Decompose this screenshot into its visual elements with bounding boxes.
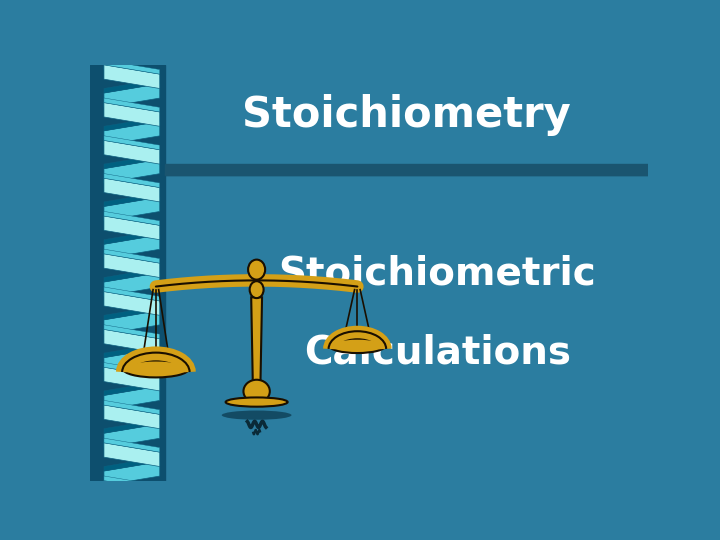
Polygon shape: [104, 98, 160, 112]
Ellipse shape: [222, 410, 292, 420]
Ellipse shape: [123, 361, 189, 377]
Polygon shape: [104, 84, 160, 107]
Polygon shape: [104, 348, 160, 372]
Polygon shape: [104, 249, 160, 263]
Polygon shape: [104, 273, 160, 296]
Polygon shape: [104, 495, 160, 509]
Polygon shape: [104, 443, 160, 467]
Polygon shape: [104, 140, 160, 164]
Polygon shape: [104, 173, 160, 187]
Polygon shape: [104, 381, 160, 395]
Polygon shape: [104, 254, 160, 278]
Text: Stoichiometric: Stoichiometric: [279, 255, 596, 293]
Polygon shape: [104, 230, 160, 244]
Ellipse shape: [243, 380, 270, 403]
Polygon shape: [104, 136, 160, 150]
Polygon shape: [104, 310, 160, 334]
Bar: [165, 173, 648, 176]
Polygon shape: [104, 159, 160, 183]
Polygon shape: [104, 65, 160, 89]
Polygon shape: [104, 362, 160, 376]
Polygon shape: [104, 122, 160, 145]
Polygon shape: [104, 46, 160, 70]
Polygon shape: [104, 22, 160, 36]
Text: Calculations: Calculations: [304, 334, 571, 372]
Polygon shape: [104, 292, 160, 315]
Polygon shape: [104, 424, 160, 448]
Polygon shape: [104, 462, 160, 485]
Ellipse shape: [250, 281, 264, 298]
Polygon shape: [104, 405, 160, 429]
Ellipse shape: [225, 397, 287, 407]
Polygon shape: [104, 60, 160, 74]
Bar: [90, 65, 165, 481]
Polygon shape: [104, 235, 160, 259]
Polygon shape: [104, 103, 160, 126]
Polygon shape: [104, 419, 160, 433]
Polygon shape: [104, 481, 160, 504]
Polygon shape: [104, 457, 160, 471]
Polygon shape: [104, 287, 160, 301]
Polygon shape: [104, 500, 160, 523]
Polygon shape: [104, 400, 160, 414]
Polygon shape: [104, 476, 160, 490]
Polygon shape: [104, 329, 160, 353]
Polygon shape: [104, 268, 160, 282]
Text: Stoichiometry: Stoichiometry: [242, 94, 571, 136]
Polygon shape: [104, 367, 160, 391]
Polygon shape: [104, 154, 160, 168]
Polygon shape: [104, 438, 160, 452]
Polygon shape: [104, 306, 160, 320]
Polygon shape: [104, 27, 160, 51]
Polygon shape: [104, 216, 160, 240]
Ellipse shape: [248, 260, 265, 280]
Polygon shape: [104, 325, 160, 339]
Polygon shape: [104, 197, 160, 221]
Polygon shape: [104, 117, 160, 131]
Polygon shape: [104, 192, 160, 206]
Polygon shape: [251, 298, 262, 381]
Polygon shape: [104, 178, 160, 202]
Polygon shape: [104, 41, 160, 55]
Ellipse shape: [329, 339, 385, 353]
Polygon shape: [104, 386, 160, 410]
Polygon shape: [104, 343, 160, 357]
Polygon shape: [104, 211, 160, 225]
Polygon shape: [104, 79, 160, 93]
Bar: [165, 164, 648, 174]
